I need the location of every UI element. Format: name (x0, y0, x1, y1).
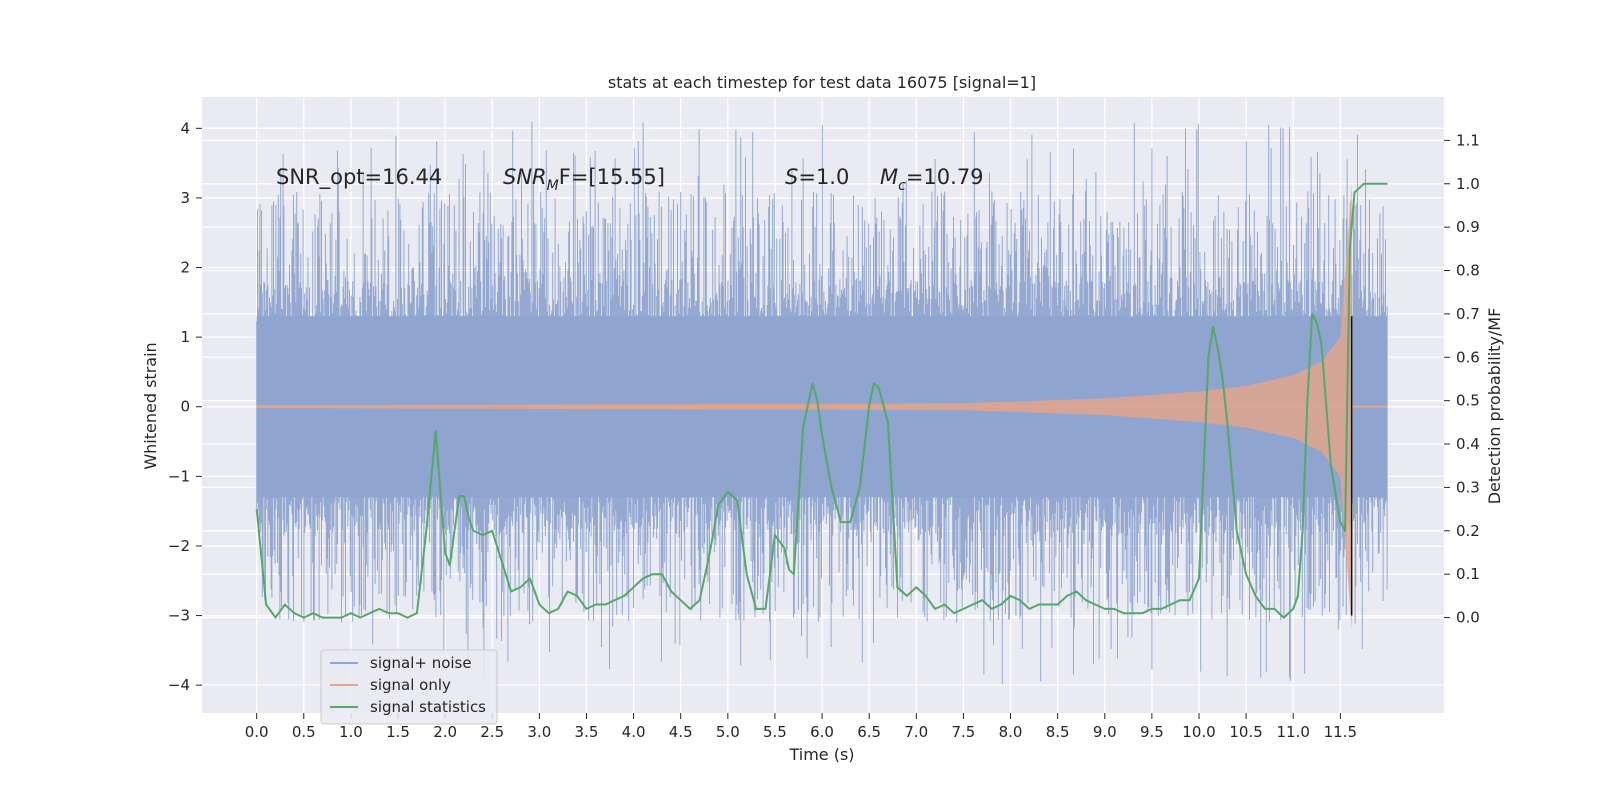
legend-label-stats: signal statistics (370, 698, 486, 716)
y2-tick-label: 0.4 (1456, 435, 1480, 453)
x-tick-label: 1.0 (339, 723, 363, 741)
y2-tick-label: 1.0 (1456, 175, 1480, 193)
y2-tick-label: 0.1 (1456, 565, 1480, 583)
y-tick-label: 3 (180, 189, 190, 207)
x-tick-label: 0.0 (245, 723, 269, 741)
x-tick-label: 11.0 (1277, 723, 1310, 741)
x-axis-title: Time (s) (788, 745, 854, 764)
annotation-chirp-mass: Mc=10.79 (880, 165, 984, 194)
y2-tick-label: 0.6 (1456, 348, 1480, 366)
annotation-snr-mf: SNRMF=[15.55] (503, 165, 665, 194)
y2-tick-label: 1.1 (1456, 131, 1480, 149)
x-tick-label: 4.5 (669, 723, 693, 741)
y2-axis-ticks: 0.0 0.1 0.2 0.3 0.4 0.5 0.6 0.7 0.8 0.9 1.0 1.1 (1444, 131, 1480, 627)
annotation-s: S=1.0 (785, 165, 849, 189)
y2-tick-label: 0.0 (1456, 609, 1480, 627)
x-tick-label: 3.5 (575, 723, 599, 741)
x-tick-label: 3.0 (527, 723, 551, 741)
x-tick-label: 1.5 (386, 723, 410, 741)
legend: signal+ noise signal only signal statist… (320, 649, 498, 725)
y2-tick-label: 0.9 (1456, 218, 1480, 236)
chart-title: stats at each timestep for test data 160… (608, 73, 1036, 92)
y-tick-label: 2 (180, 259, 190, 277)
y2-axis-title: Detection probability/MF (1485, 308, 1504, 505)
x-tick-label: 4.0 (622, 723, 646, 741)
x-tick-label: 6.0 (810, 723, 834, 741)
annotation-snr-opt: SNR_opt=16.44 (276, 165, 442, 190)
x-axis-ticks: 0.0 0.5 1.0 1.5 2.0 2.5 3.0 3.5 4.0 4.5 5.0 5.5 6.0 6… (245, 713, 1357, 741)
y-tick-label: −3 (168, 607, 190, 625)
x-tick-label: 10.0 (1182, 723, 1215, 741)
x-tick-label: 11.5 (1324, 723, 1357, 741)
y2-tick-label: 0.2 (1456, 522, 1480, 540)
y2-tick-label: 0.3 (1456, 478, 1480, 496)
y2-tick-label: 0.8 (1456, 262, 1480, 280)
signal-statistics-series (255, 182, 1388, 619)
y-tick-label: 0 (180, 398, 190, 416)
y-axis-ticks: −4 −3 −2 −1 0 1 2 3 4 (168, 119, 202, 694)
x-tick-label: 2.5 (480, 723, 504, 741)
x-tick-label: 8.0 (999, 723, 1023, 741)
x-tick-label: 7.0 (904, 723, 928, 741)
y-tick-label: 1 (180, 328, 190, 346)
x-tick-label: 10.5 (1229, 723, 1262, 741)
legend-box (320, 649, 498, 725)
legend-label-noise: signal+ noise (370, 654, 472, 672)
stats-annotations: SNR_opt=16.44 SNRMF=[15.55] S=1.0 Mc=10.… (276, 165, 984, 194)
x-tick-label: 6.5 (857, 723, 881, 741)
signal-only-series (256, 184, 1388, 630)
x-tick-label: 9.5 (1140, 723, 1164, 741)
x-tick-label: 5.5 (763, 723, 787, 741)
y-tick-label: 4 (180, 119, 190, 137)
x-tick-label: 5.0 (716, 723, 740, 741)
y-axis-title: Whitened strain (141, 342, 160, 469)
y2-tick-label: 0.5 (1456, 392, 1480, 410)
x-tick-label: 8.5 (1046, 723, 1070, 741)
x-tick-label: 7.5 (951, 723, 975, 741)
x-tick-label: 9.0 (1093, 723, 1117, 741)
x-tick-label: 2.0 (433, 723, 457, 741)
signal-statistics-line (255, 182, 1388, 619)
y-tick-label: −1 (168, 467, 190, 485)
y2-tick-label: 0.7 (1456, 305, 1480, 323)
x-tick-label: 0.5 (292, 723, 316, 741)
y-tick-label: −2 (168, 537, 190, 555)
y-tick-label: −4 (168, 676, 190, 694)
legend-label-signal: signal only (370, 676, 451, 694)
